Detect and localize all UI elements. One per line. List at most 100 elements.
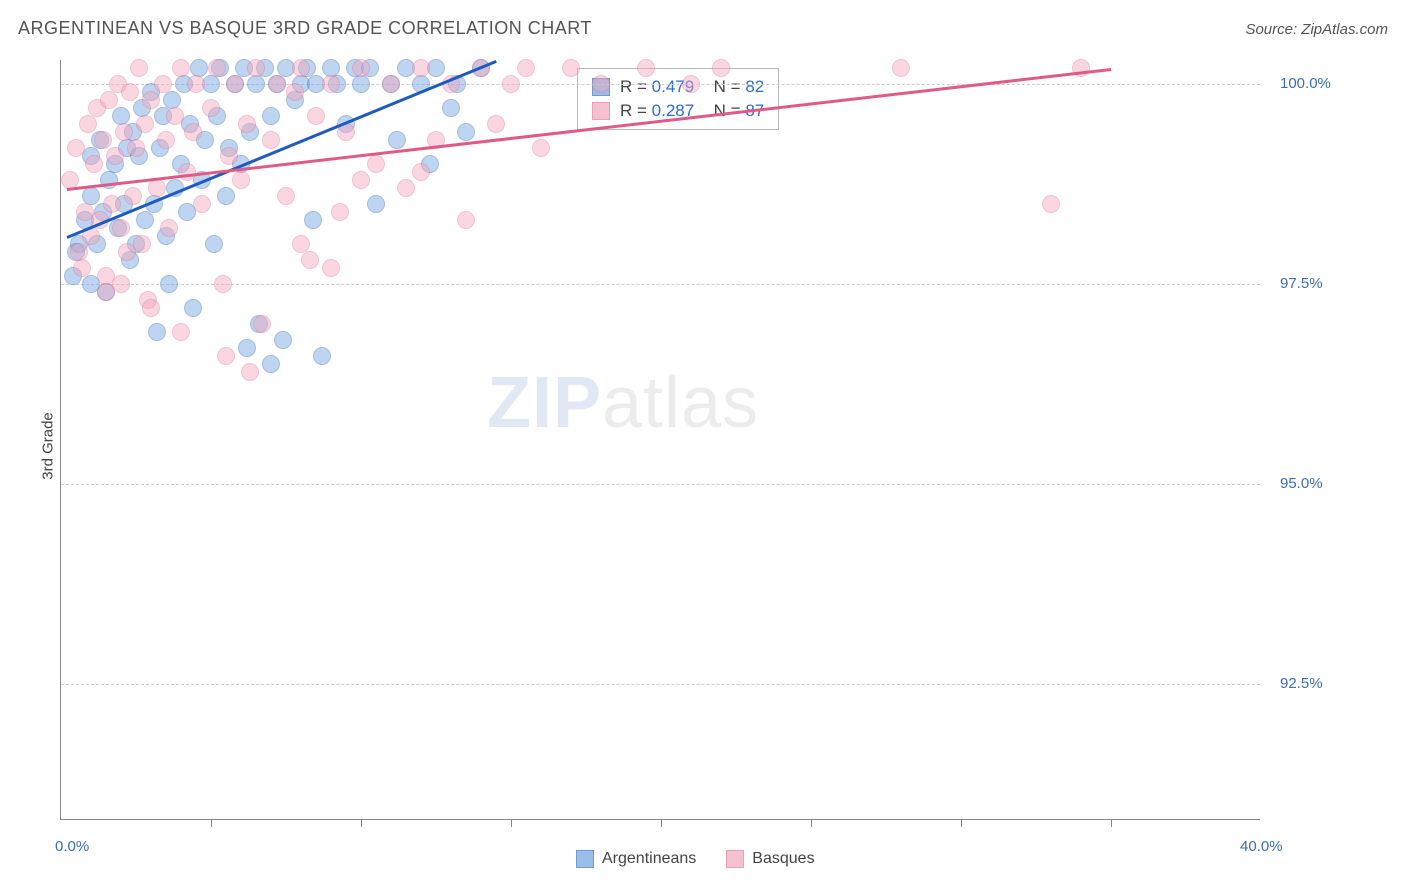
data-point bbox=[241, 363, 259, 381]
data-point bbox=[367, 155, 385, 173]
legend-swatch bbox=[576, 850, 594, 868]
data-point bbox=[292, 59, 310, 77]
x-tick bbox=[361, 819, 362, 827]
chart-title: ARGENTINEAN VS BASQUE 3RD GRADE CORRELAT… bbox=[18, 18, 592, 39]
gridline bbox=[61, 284, 1260, 285]
data-point bbox=[292, 235, 310, 253]
data-point bbox=[142, 299, 160, 317]
data-point bbox=[172, 323, 190, 341]
data-point bbox=[166, 107, 184, 125]
x-tick bbox=[811, 819, 812, 827]
data-point bbox=[682, 75, 700, 93]
data-point bbox=[160, 275, 178, 293]
data-point bbox=[637, 59, 655, 77]
y-tick-label: 97.5% bbox=[1280, 275, 1323, 292]
watermark-light: atlas bbox=[602, 363, 759, 443]
data-point bbox=[214, 275, 232, 293]
x-tick bbox=[661, 819, 662, 827]
data-point bbox=[457, 211, 475, 229]
data-point bbox=[238, 115, 256, 133]
stat-n-label: N = 82 bbox=[704, 77, 764, 97]
x-tick bbox=[211, 819, 212, 827]
data-point bbox=[157, 131, 175, 149]
data-point bbox=[274, 331, 292, 349]
data-point bbox=[238, 339, 256, 357]
data-point bbox=[160, 219, 178, 237]
y-axis-label: 3rd Grade bbox=[39, 412, 56, 480]
data-point bbox=[262, 107, 280, 125]
x-tick bbox=[961, 819, 962, 827]
data-point bbox=[184, 123, 202, 141]
data-point bbox=[352, 75, 370, 93]
data-point bbox=[94, 131, 112, 149]
data-point bbox=[322, 75, 340, 93]
data-point bbox=[187, 75, 205, 93]
data-point bbox=[331, 203, 349, 221]
data-point bbox=[112, 219, 130, 237]
legend-swatch bbox=[726, 850, 744, 868]
data-point bbox=[502, 75, 520, 93]
data-point bbox=[262, 131, 280, 149]
series-swatch bbox=[592, 102, 610, 120]
data-point bbox=[202, 99, 220, 117]
data-point bbox=[148, 323, 166, 341]
data-point bbox=[412, 163, 430, 181]
data-point bbox=[184, 299, 202, 317]
data-point bbox=[307, 107, 325, 125]
data-point bbox=[121, 83, 139, 101]
x-tick bbox=[511, 819, 512, 827]
data-point bbox=[67, 139, 85, 157]
watermark-bold: ZIP bbox=[487, 363, 602, 443]
data-point bbox=[301, 251, 319, 269]
data-point bbox=[562, 59, 580, 77]
data-point bbox=[190, 59, 208, 77]
y-tick-label: 92.5% bbox=[1280, 675, 1323, 692]
data-point bbox=[172, 59, 190, 77]
data-point bbox=[892, 59, 910, 77]
data-point bbox=[142, 91, 160, 109]
data-point bbox=[457, 123, 475, 141]
plot-area: ZIPatlas R = 0.479 N = 82R = 0.287 N = 8… bbox=[60, 60, 1260, 820]
y-tick-label: 95.0% bbox=[1280, 475, 1323, 492]
data-point bbox=[517, 59, 535, 77]
data-point bbox=[592, 75, 610, 93]
data-point bbox=[382, 75, 400, 93]
x-tick bbox=[1111, 819, 1112, 827]
data-point bbox=[103, 195, 121, 213]
data-point bbox=[205, 235, 223, 253]
data-point bbox=[352, 59, 370, 77]
data-point bbox=[286, 83, 304, 101]
x-tick-label-left: 0.0% bbox=[55, 838, 89, 855]
data-point bbox=[73, 259, 91, 277]
data-point bbox=[397, 179, 415, 197]
data-point bbox=[232, 171, 250, 189]
legend: Argentineans Basques bbox=[576, 850, 815, 868]
data-point bbox=[136, 211, 154, 229]
data-point bbox=[367, 195, 385, 213]
data-point bbox=[226, 75, 244, 93]
data-point bbox=[133, 235, 151, 253]
x-tick-label-right: 40.0% bbox=[1240, 838, 1283, 855]
data-point bbox=[178, 163, 196, 181]
chart-source: Source: ZipAtlas.com bbox=[1245, 21, 1388, 38]
data-point bbox=[313, 347, 331, 365]
data-point bbox=[193, 195, 211, 213]
y-tick-label: 100.0% bbox=[1280, 75, 1331, 92]
data-point bbox=[322, 259, 340, 277]
stats-row: R = 0.479 N = 82 bbox=[592, 75, 764, 99]
data-point bbox=[112, 275, 130, 293]
data-point bbox=[487, 115, 505, 133]
data-point bbox=[412, 59, 430, 77]
data-point bbox=[268, 75, 286, 93]
data-point bbox=[148, 179, 166, 197]
gridline bbox=[61, 484, 1260, 485]
data-point bbox=[1042, 195, 1060, 213]
legend-label: Argentineans bbox=[602, 850, 696, 868]
data-point bbox=[154, 75, 172, 93]
data-point bbox=[247, 59, 265, 77]
data-point bbox=[79, 115, 97, 133]
data-point bbox=[712, 59, 730, 77]
data-point bbox=[277, 187, 295, 205]
legend-item: Basques bbox=[726, 850, 814, 868]
legend-item: Argentineans bbox=[576, 850, 696, 868]
